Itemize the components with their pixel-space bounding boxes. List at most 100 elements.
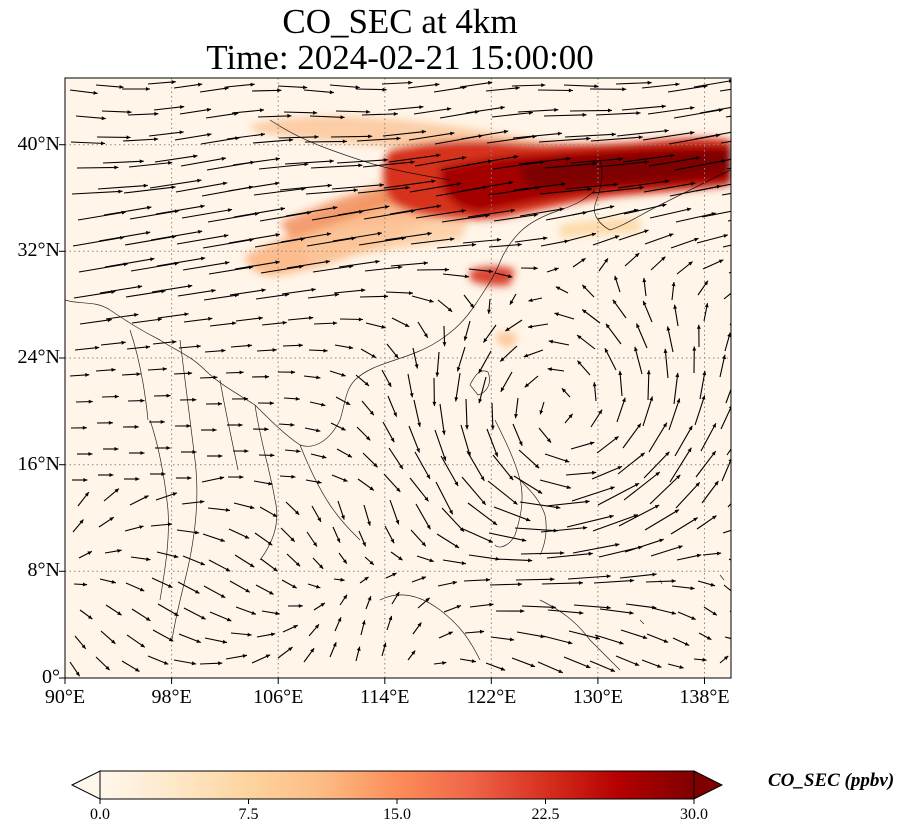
- wind-vector-head: [387, 382, 392, 387]
- wind-vector-head: [622, 397, 626, 403]
- wind-vector-head: [566, 485, 571, 489]
- wind-vector-head: [187, 476, 192, 480]
- wind-vector-head: [454, 544, 460, 548]
- wind-vector-head: [333, 321, 338, 326]
- wind-vector-head: [109, 517, 114, 521]
- wind-vector-head: [206, 107, 212, 112]
- wind-vector-head: [109, 473, 114, 477]
- wind-vector-head: [554, 267, 559, 272]
- wind-vector: [568, 630, 601, 640]
- wind-vector: [618, 229, 649, 241]
- wind-vector-head: [381, 324, 386, 329]
- wind-vector-head: [461, 209, 466, 213]
- wind-vector: [203, 294, 240, 301]
- wind-vector-head: [578, 581, 583, 585]
- wind-vector: [537, 661, 564, 674]
- colorbar-tick-15: 15.0: [383, 806, 411, 823]
- wind-vector: [225, 83, 255, 88]
- wind-vector-head: [249, 505, 255, 510]
- wind-vector-head: [218, 401, 222, 406]
- wind-vector: [98, 231, 151, 242]
- wind-vector-head: [313, 542, 317, 547]
- wind-vector-head: [696, 553, 702, 558]
- lat-label-8n: 8°N: [27, 559, 60, 581]
- wind-vector-head: [724, 655, 729, 660]
- wind-vector-head: [163, 661, 169, 665]
- wind-vector-head: [561, 182, 566, 187]
- wind-vector: [513, 475, 543, 494]
- wind-vector-head: [606, 574, 611, 579]
- wind-vector-head: [509, 300, 514, 305]
- wind-vector-head: [690, 181, 696, 186]
- wind-vector-head: [343, 594, 347, 600]
- wind-vector-head: [222, 181, 228, 186]
- wind-vector-head: [173, 554, 179, 559]
- wind-vector: [513, 183, 566, 191]
- wind-vector-head: [121, 340, 126, 345]
- wind-vector: [73, 290, 116, 299]
- wind-vector-head: [225, 508, 230, 512]
- wind-vector-head: [222, 639, 227, 644]
- wind-vector: [540, 526, 588, 533]
- wind-vector: [462, 528, 494, 543]
- wind-vector-head: [320, 603, 325, 607]
- wind-vector-head: [642, 635, 648, 639]
- wind-vector-head: [162, 367, 167, 371]
- wind-vector-head: [728, 405, 731, 409]
- wind-vector-head: [250, 82, 255, 87]
- wind-vector-head: [270, 632, 276, 637]
- wind-vector-head: [150, 257, 155, 262]
- wind-vector: [258, 163, 309, 170]
- wind-vector-head: [513, 500, 518, 505]
- wind-vector-head: [395, 519, 400, 525]
- wind-vector-head: [712, 423, 716, 428]
- wind-vector: [493, 506, 531, 522]
- wind-vector: [478, 350, 492, 374]
- wind-vector-head: [679, 665, 684, 669]
- wind-vector-head: [325, 259, 330, 264]
- wind-vector: [278, 136, 319, 139]
- wind-vector: [465, 106, 505, 114]
- wind-vector-head: [336, 538, 341, 543]
- wind-vector-head: [81, 644, 86, 649]
- wind-vector: [615, 655, 640, 667]
- wind-vector: [572, 543, 620, 554]
- co-plume: [245, 116, 731, 348]
- wind-vector-head: [735, 311, 739, 315]
- wind-vector-head: [154, 111, 159, 116]
- wind-vector-head: [200, 204, 205, 209]
- wind-vector: [516, 631, 545, 638]
- wind-vector-head: [551, 605, 556, 610]
- wind-vector: [486, 428, 499, 457]
- wind-vector-head: [139, 159, 144, 164]
- wind-vector: [596, 435, 619, 454]
- wind-vector-head: [260, 132, 265, 137]
- wind-vector-head: [88, 452, 93, 456]
- wind-vector-head: [561, 388, 567, 393]
- lon-label-122e: 122°E: [466, 686, 517, 708]
- wind-vector: [674, 425, 693, 457]
- wind-vector-head: [326, 232, 332, 237]
- wind-vector: [485, 87, 520, 92]
- wind-vector-head: [361, 288, 366, 293]
- wind-vector-head: [773, 108, 777, 112]
- wind-vector: [253, 187, 306, 196]
- wind-vector: [100, 341, 126, 346]
- lat-label-16n: 16°N: [17, 453, 60, 475]
- wind-vector-head: [186, 424, 191, 428]
- wind-vector-head: [693, 517, 698, 522]
- wind-vector-head: [364, 576, 369, 581]
- wind-vector-head: [671, 579, 676, 583]
- wind-vector: [228, 233, 280, 244]
- wind-vector-head: [119, 85, 124, 89]
- wind-vector-head: [291, 474, 296, 479]
- wind-vector: [77, 211, 126, 221]
- wind-vector: [635, 323, 648, 349]
- wind-vector: [667, 85, 708, 93]
- wind-vector: [494, 558, 533, 562]
- wind-vector-head: [332, 642, 337, 647]
- wind-vector-head: [634, 662, 640, 666]
- wind-vector-head: [295, 396, 300, 401]
- wind-vector-head: [696, 156, 701, 160]
- wind-vector-head: [390, 437, 395, 443]
